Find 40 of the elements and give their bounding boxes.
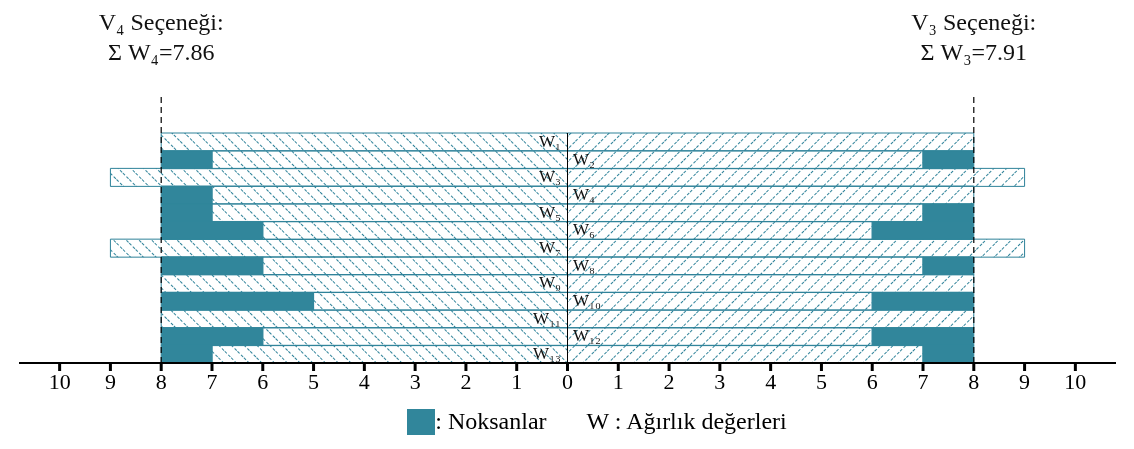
- y-tick-label: W₁: [539, 131, 561, 151]
- text: Σ W₃=7.91: [920, 39, 1028, 65]
- x-tick-label: 3: [714, 368, 726, 394]
- x-tick-label: 6: [257, 368, 269, 394]
- x-tick-label: 7: [206, 368, 218, 394]
- y-tick-label: W₃: [539, 167, 562, 187]
- text: Σ W₄=7.86: [107, 39, 215, 65]
- y-tick-label: W₁₁: [533, 308, 561, 328]
- x-tick-label: 4: [765, 368, 777, 394]
- y-tick-label: W₂: [573, 149, 595, 169]
- x-tick-label: 2: [460, 368, 472, 394]
- text: V₄ Seçeneği:: [98, 9, 224, 35]
- y-tick-label: W₆: [573, 220, 596, 240]
- y-tick-label: W₁₃: [533, 344, 562, 364]
- x-tick-label: 1: [511, 368, 523, 394]
- x-tick-label: 0: [562, 368, 573, 394]
- x-tick-label: 5: [308, 368, 320, 394]
- x-tick-label: 1: [612, 368, 624, 394]
- x-tick-label: 9: [1019, 368, 1031, 394]
- y-tick-label: W₁₀: [573, 291, 601, 311]
- x-tick-label: 6: [866, 368, 878, 394]
- y-tick-label: W₉: [539, 273, 562, 293]
- x-tick-label: 8: [155, 368, 167, 394]
- text: V₃ Seçeneği:: [911, 9, 1037, 35]
- text: W : Ağırlık değerleri: [586, 408, 787, 435]
- x-tick-label: 4: [358, 368, 370, 394]
- y-tick-label: W₅: [539, 202, 562, 222]
- x-tick-label: 3: [409, 368, 421, 394]
- x-tick-label: 9: [104, 368, 116, 394]
- x-tick-label: 5: [815, 368, 827, 394]
- y-tick-label: W₈: [573, 255, 596, 275]
- x-tick-label: 10: [48, 368, 71, 394]
- y-tick-label: W₇: [539, 238, 562, 257]
- legend-label: : Noksanlar: [435, 408, 547, 435]
- x-tick-label: 7: [917, 368, 929, 394]
- x-tick-label: 10: [1064, 368, 1087, 394]
- x-tick-label: 8: [968, 368, 980, 394]
- x-tick-label: 2: [663, 368, 675, 394]
- y-tick-label: W₄: [573, 184, 596, 204]
- y-tick-label: W₁₂: [573, 326, 601, 346]
